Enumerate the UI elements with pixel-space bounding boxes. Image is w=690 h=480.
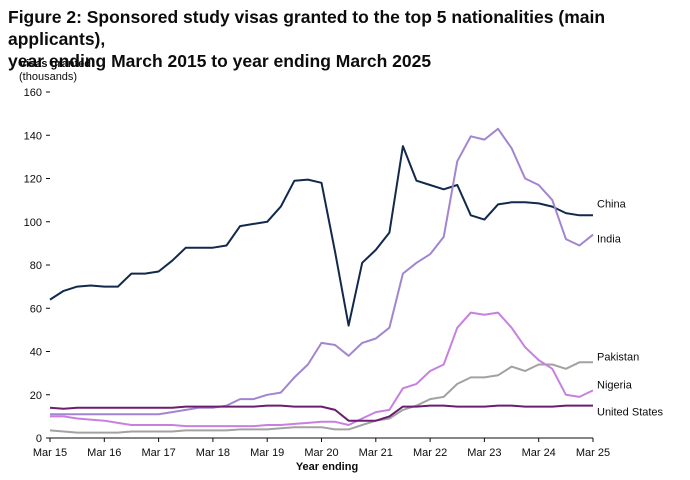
y-tick-label: 20 [30, 390, 42, 402]
x-tick-label: Mar 19 [250, 447, 284, 459]
x-tick-label: Mar 20 [304, 447, 338, 459]
y-tick-label: 60 [30, 303, 42, 315]
y-tick-label: 100 [24, 217, 42, 229]
x-tick-label: Mar 22 [413, 447, 447, 459]
y-axis-title: Visas granted (thousands) [19, 58, 91, 84]
series-line-pakistan [49, 361, 593, 434]
y-tick-label: 160 [24, 87, 42, 99]
axes: 0 20 40 60 80 100 120 140 160 Mar 15 Mar 16 Mar 17 M… [24, 87, 610, 459]
series-label-united-states: United States [597, 407, 664, 419]
y-axis-title-line2: (thousands) [19, 71, 78, 83]
y-tick-label: 140 [24, 130, 42, 142]
series-line-nigeria [50, 311, 594, 428]
series-labels: China India Pakistan Nigeria United States [597, 198, 664, 418]
x-tick-label: Mar 24 [522, 447, 556, 459]
series-label-india: India [597, 234, 622, 246]
x-axis-title: Year ending [296, 461, 358, 473]
series-label-china: China [597, 198, 627, 210]
series-line-united-states [49, 404, 593, 422]
chart-title: Figure 2: Sponsored study visas granted … [8, 6, 684, 72]
chart-title-line1: Figure 2: Sponsored study visas granted … [8, 7, 606, 49]
y-axis-title-line1: Visas granted [19, 58, 91, 70]
y-tick-label: 120 [24, 174, 42, 186]
y-tick-label: 0 [36, 433, 42, 445]
x-tick-label: Mar 16 [87, 447, 121, 459]
chart-title-line2: year ending March 2015 to year ending Ma… [8, 51, 432, 71]
x-tick-label: Mar 21 [359, 447, 393, 459]
series-label-pakistan: Pakistan [597, 351, 639, 363]
x-tick-label: Mar 15 [33, 447, 67, 459]
x-tick-label: Mar 18 [196, 447, 230, 459]
x-tick-label: Mar 25 [576, 447, 610, 459]
y-tick-label: 40 [30, 347, 42, 359]
y-tick-label: 80 [30, 260, 42, 272]
x-tick-label: Mar 23 [467, 447, 501, 459]
series-line-india [50, 127, 594, 416]
series-lines [49, 127, 594, 434]
series-line-china [49, 145, 593, 327]
series-label-nigeria: Nigeria [597, 379, 633, 391]
x-tick-label: Mar 17 [141, 447, 175, 459]
